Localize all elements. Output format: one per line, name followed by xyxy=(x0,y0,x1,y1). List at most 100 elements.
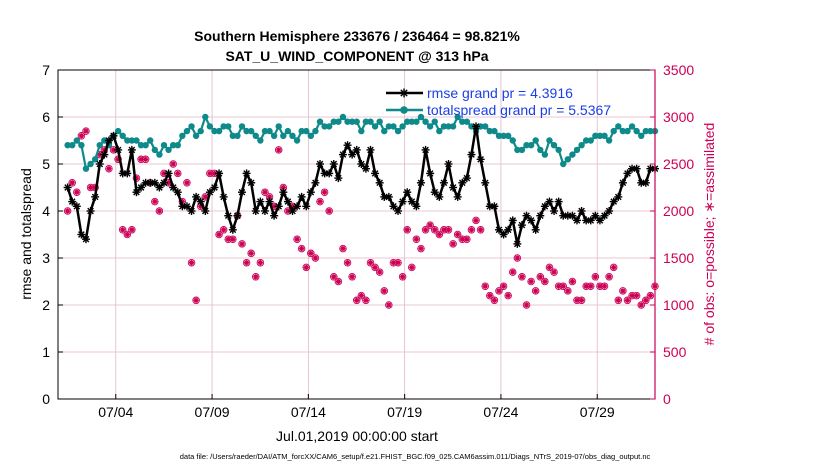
obs-point xyxy=(380,287,389,295)
y-right-tick-label: 3500 xyxy=(663,62,694,78)
rmse-point xyxy=(173,188,182,197)
rmse-point xyxy=(114,145,123,154)
obs-point xyxy=(458,235,467,243)
rmse-point xyxy=(453,192,462,201)
totalspread-point xyxy=(468,123,475,130)
totalspread-point xyxy=(422,118,429,125)
totalspread-point xyxy=(247,127,255,135)
obs-point xyxy=(609,263,618,272)
totalspread-point xyxy=(91,156,99,163)
y-right-tick-label: 0 xyxy=(663,391,671,407)
obs-point xyxy=(472,216,480,225)
totalspread-point xyxy=(289,132,296,139)
rmse-point xyxy=(123,169,132,178)
rmse-point xyxy=(384,192,393,201)
rmse-point xyxy=(476,155,485,164)
rmse-point xyxy=(421,145,430,154)
x-axis-label: Jul.01,2019 00:00:00 start xyxy=(276,428,438,444)
obs-point xyxy=(229,235,237,243)
obs-point xyxy=(486,291,494,300)
y-left-tick-label: 0 xyxy=(42,391,50,407)
obs-point xyxy=(371,263,379,272)
rmse-point xyxy=(159,178,168,187)
obs-point xyxy=(118,226,127,234)
rmse-point xyxy=(274,202,283,211)
obs-point xyxy=(568,277,577,286)
totalspread-point xyxy=(628,123,636,130)
rmse-point xyxy=(398,197,407,206)
rmse-point xyxy=(554,197,563,206)
totalspread-point xyxy=(500,132,507,139)
rmse-point xyxy=(100,150,109,159)
totalspread-point xyxy=(119,132,126,139)
rmse-point xyxy=(72,202,81,211)
rmse-point xyxy=(394,207,403,215)
rmse-point xyxy=(545,197,554,206)
rmse-point xyxy=(86,207,95,215)
obs-point xyxy=(63,207,72,215)
legend-rmse-star xyxy=(399,88,409,98)
totalspread-point xyxy=(390,123,397,130)
rmse-point xyxy=(316,160,325,168)
obs-point xyxy=(605,273,613,281)
totalspread-point xyxy=(371,123,379,130)
obs-point xyxy=(311,254,320,262)
totalspread-point xyxy=(160,142,168,149)
totalspread-point xyxy=(257,137,264,144)
obs-point xyxy=(330,273,338,281)
obs-point xyxy=(174,169,182,178)
totalspread-point xyxy=(578,142,585,149)
obs-point xyxy=(430,226,439,234)
totalspread-point xyxy=(601,132,608,139)
totalspread-point xyxy=(523,142,530,149)
rmse-point xyxy=(416,178,425,187)
totalspread-point xyxy=(569,151,576,158)
rmse-point xyxy=(462,174,471,183)
totalspread-point xyxy=(436,127,443,135)
totalspread-point xyxy=(114,127,122,135)
rmse-point xyxy=(137,183,146,192)
rmse-point xyxy=(641,178,650,187)
legend-rmse-marker xyxy=(399,88,409,98)
obs-point xyxy=(247,249,255,258)
rmse-point xyxy=(270,211,279,220)
totalspread-point xyxy=(252,132,259,139)
chart-title-line2: SAT_U_WIND_COMPONENT @ 313 hPa xyxy=(225,48,488,64)
totalspread-point xyxy=(96,142,103,149)
obs-point xyxy=(316,197,324,206)
totalspread-point xyxy=(234,132,241,139)
obs-point xyxy=(619,287,627,295)
totalspread-point xyxy=(376,118,383,125)
y-axis-right-label: # of obs: o=possible; ∗=assimilated xyxy=(701,123,717,346)
obs-point xyxy=(320,188,329,196)
rmse-point xyxy=(247,178,256,187)
totalspread-point xyxy=(344,118,351,125)
totalspread-point xyxy=(615,123,622,130)
totalspread-point xyxy=(215,127,223,135)
obs-point xyxy=(417,244,425,253)
obs-point xyxy=(274,146,283,154)
rmse-point xyxy=(435,192,444,201)
totalspread-point xyxy=(284,127,292,135)
obs-point xyxy=(334,277,343,286)
totalspread-point xyxy=(270,132,278,139)
obs-point xyxy=(82,127,90,135)
y-right-tick-label: 2000 xyxy=(663,203,694,219)
totalspread-point xyxy=(596,132,604,139)
rmse-point xyxy=(517,221,526,230)
totalspread-point xyxy=(206,123,214,130)
obs-point xyxy=(261,188,269,196)
rmse-point xyxy=(481,178,490,187)
rmse-point xyxy=(81,235,90,244)
totalspread-point xyxy=(431,118,438,125)
obs-point xyxy=(169,160,177,168)
totalspread-point xyxy=(183,127,191,135)
obs-point xyxy=(210,169,219,178)
rmse-point xyxy=(302,202,311,211)
totalspread-point xyxy=(225,123,232,130)
rmse-point xyxy=(329,160,338,168)
totalspread-point xyxy=(624,127,631,135)
obs-point xyxy=(499,282,508,290)
rmse-point xyxy=(169,183,178,192)
